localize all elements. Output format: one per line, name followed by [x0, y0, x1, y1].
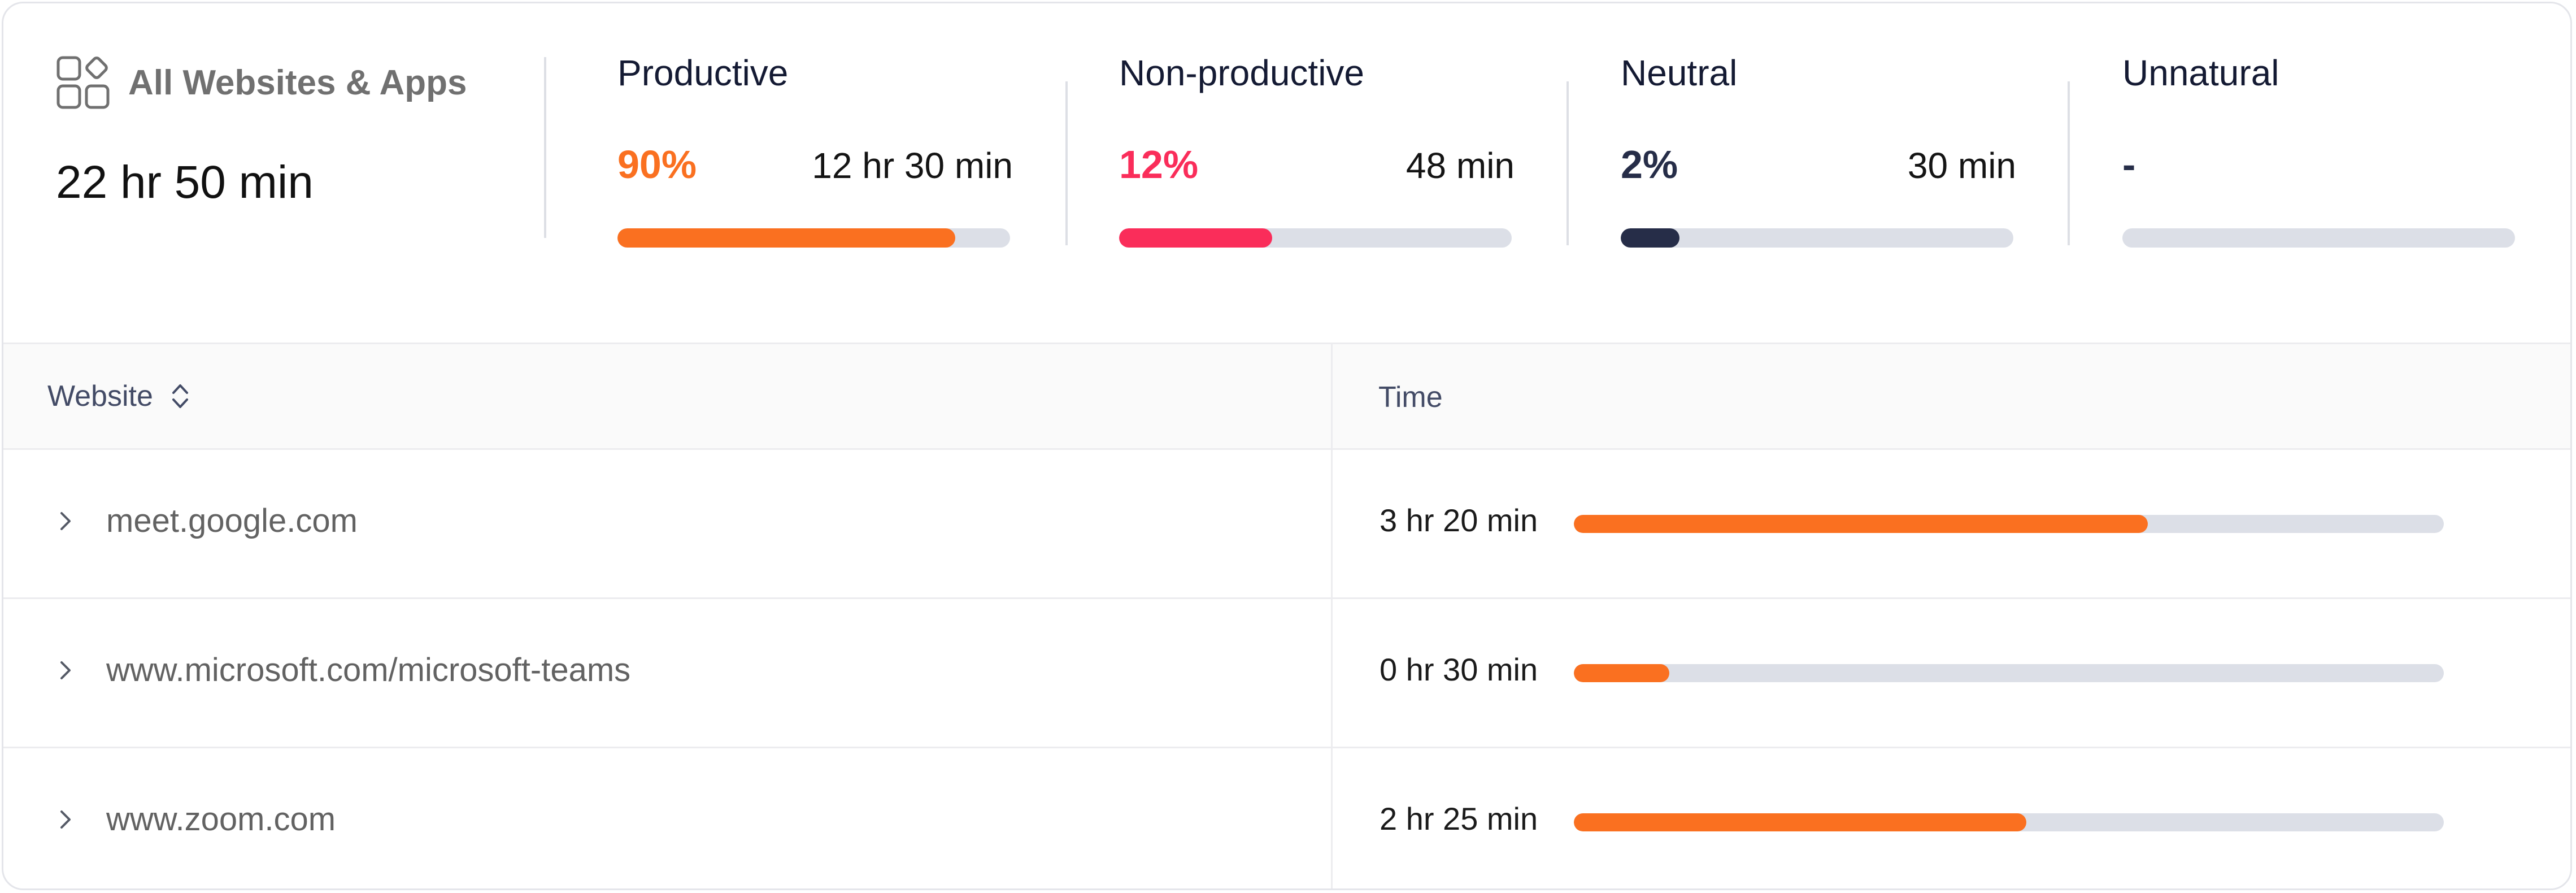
all-websites-label: All Websites & Apps [128, 63, 467, 102]
website-header-label: Website [47, 380, 153, 413]
website-name: www.microsoft.com/microsoft-teams [106, 652, 631, 688]
divider [1567, 81, 1569, 245]
stat-productive: Productive 90% 12 hr 30 min [617, 3, 1013, 343]
stat-progress-bar [2122, 228, 2515, 248]
stat-time: 30 min [1907, 145, 2016, 186]
time-column-header: Time [1378, 381, 1443, 414]
stat-unnatural: Unnatural - [2122, 3, 2518, 343]
stat-progress-bar [1621, 228, 2013, 248]
time-progress-fill [1574, 813, 2026, 831]
stat-progress-fill [1119, 228, 1273, 248]
website-time: 2 hr 25 min [1380, 801, 1538, 836]
stat-label: Neutral [1621, 53, 1738, 93]
all-websites-header: All Websites & Apps [56, 55, 467, 110]
time-progress-fill [1574, 664, 1670, 682]
total-time: 22 hr 50 min [56, 157, 314, 208]
stat-time: 48 min [1406, 145, 1515, 186]
sort-updown-icon[interactable] [169, 380, 192, 412]
website-time: 3 hr 20 min [1380, 502, 1538, 538]
stat-progress-fill [617, 228, 955, 248]
apps-grid-icon [56, 56, 110, 109]
stat-percent: 90% [617, 142, 697, 187]
website-name: meet.google.com [106, 502, 358, 539]
time-progress-bar [1574, 664, 2444, 682]
stat-progress-bar [617, 228, 1010, 248]
time-progress-bar [1574, 813, 2444, 831]
website-name: www.zoom.com [106, 801, 336, 838]
divider [544, 57, 546, 238]
website-column-header[interactable]: Website [47, 379, 192, 413]
table-row[interactable]: meet.google.com 3 hr 20 min [3, 450, 2570, 599]
stat-progress-fill [1621, 228, 1680, 248]
chevron-right-icon[interactable] [55, 656, 76, 685]
stat-progress-bar [1119, 228, 1512, 248]
website-time: 0 hr 30 min [1380, 652, 1538, 687]
table-row[interactable]: www.microsoft.com/microsoft-teams 0 hr 3… [3, 599, 2570, 748]
stat-non-productive: Non-productive 12% 48 min [1119, 3, 1515, 343]
stat-label: Non-productive [1119, 53, 1364, 93]
stat-percent: 12% [1119, 142, 1199, 187]
column-divider [1331, 343, 1333, 888]
stat-percent: - [2122, 142, 2136, 187]
chevron-right-icon[interactable] [55, 506, 76, 536]
time-progress-fill [1574, 515, 2148, 533]
chevron-right-icon[interactable] [55, 805, 76, 834]
stat-percent: 2% [1621, 142, 1678, 187]
stat-label: Productive [617, 53, 789, 93]
summary-section: All Websites & Apps 22 hr 50 min Product… [3, 3, 2570, 343]
table-header: Website Time [3, 343, 2570, 450]
table-row[interactable]: www.zoom.com 2 hr 25 min [3, 748, 2570, 888]
stat-neutral: Neutral 2% 30 min [1621, 3, 2016, 343]
divider [1065, 81, 1068, 245]
stat-label: Unnatural [2122, 53, 2279, 93]
time-progress-bar [1574, 515, 2444, 533]
divider [2068, 81, 2070, 245]
stat-time: 12 hr 30 min [812, 145, 1013, 186]
